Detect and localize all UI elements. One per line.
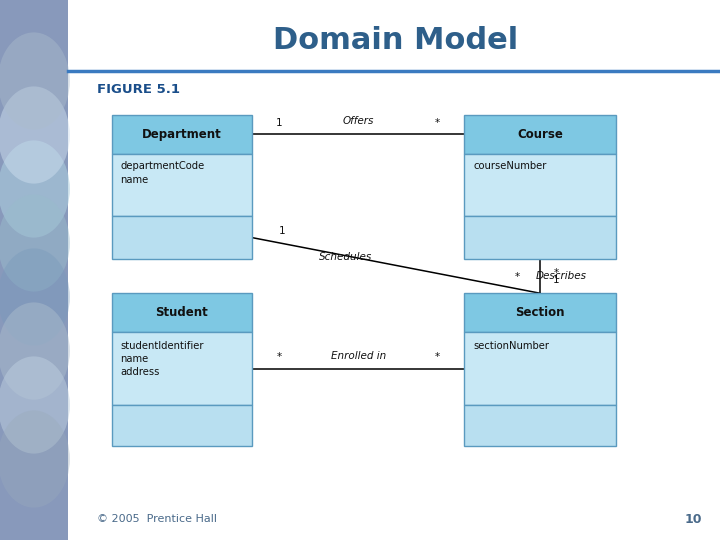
Text: courseNumber: courseNumber: [473, 161, 546, 171]
Ellipse shape: [0, 302, 70, 400]
Bar: [112, 154, 252, 216]
Text: Department: Department: [142, 128, 222, 141]
Bar: [112, 216, 252, 259]
Bar: [464, 293, 616, 332]
Ellipse shape: [0, 356, 70, 454]
Text: Section: Section: [516, 306, 564, 319]
Text: departmentCode
name: departmentCode name: [120, 161, 204, 185]
Bar: [0, 0, 68, 540]
Ellipse shape: [0, 86, 70, 184]
Text: Domain Model: Domain Model: [274, 26, 518, 55]
Ellipse shape: [0, 410, 70, 508]
Text: *: *: [276, 353, 282, 362]
Text: 1: 1: [279, 226, 286, 236]
Text: Describes: Describes: [536, 271, 587, 281]
Bar: [464, 154, 616, 216]
Text: © 2005  Prentice Hall: © 2005 Prentice Hall: [97, 515, 217, 524]
Text: 1: 1: [552, 275, 559, 285]
Text: Course: Course: [517, 128, 563, 141]
Text: sectionNumber: sectionNumber: [473, 341, 549, 351]
Text: *: *: [553, 268, 559, 278]
Text: 10: 10: [685, 513, 702, 526]
Bar: [112, 332, 252, 405]
Bar: [112, 293, 252, 332]
Text: *: *: [434, 353, 440, 362]
Bar: [112, 405, 252, 446]
Bar: [464, 115, 616, 154]
Text: *: *: [515, 272, 520, 281]
Text: Schedules: Schedules: [319, 252, 372, 262]
Text: 1: 1: [276, 118, 283, 127]
Bar: [464, 405, 616, 446]
Text: *: *: [434, 118, 440, 127]
Bar: [464, 216, 616, 259]
Text: FIGURE 5.1: FIGURE 5.1: [97, 83, 180, 96]
Text: Enrolled in: Enrolled in: [330, 351, 386, 361]
Text: Student: Student: [156, 306, 208, 319]
Text: Offers: Offers: [343, 116, 374, 126]
Ellipse shape: [0, 248, 70, 346]
Ellipse shape: [0, 194, 70, 292]
Bar: [112, 115, 252, 154]
Ellipse shape: [0, 32, 70, 130]
Text: studentIdentifier
name
address: studentIdentifier name address: [120, 341, 204, 377]
Bar: [464, 332, 616, 405]
Ellipse shape: [0, 140, 70, 238]
